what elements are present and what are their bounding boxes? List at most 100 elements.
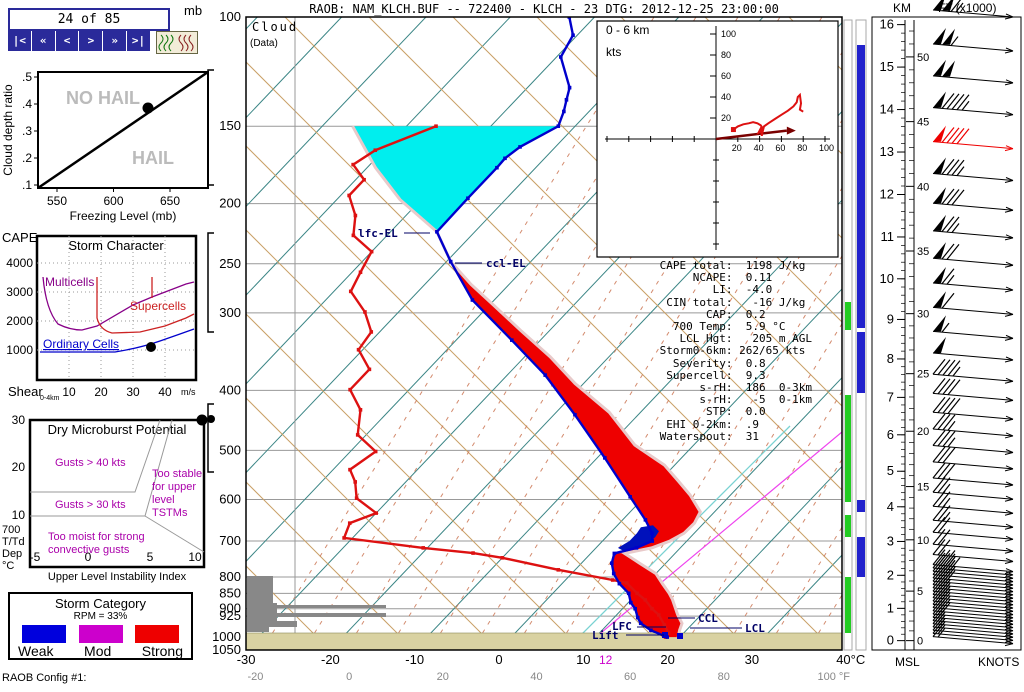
svg-text:60: 60 xyxy=(775,143,785,153)
first-record-button[interactable]: |< xyxy=(8,31,32,51)
svg-text:Cloud depth ratio: Cloud depth ratio xyxy=(1,84,15,176)
svg-text:0: 0 xyxy=(85,550,92,564)
supercell-curve xyxy=(96,277,195,334)
fast-forward-button[interactable]: » xyxy=(103,31,128,51)
rpm-value: RPM = 33% xyxy=(73,611,128,622)
mod-label: Mod xyxy=(84,643,112,659)
svg-text:LFC: LFC xyxy=(612,620,632,633)
animate-loop-icon[interactable] xyxy=(156,31,198,54)
ft-tick-label: 20 xyxy=(917,426,929,438)
svg-text:°C: °C xyxy=(2,560,14,572)
next-record-button[interactable]: > xyxy=(79,31,104,51)
multicell-curve xyxy=(42,276,195,331)
strong-swatch xyxy=(135,625,179,643)
microburst-point xyxy=(196,414,208,426)
svg-text:30: 30 xyxy=(12,413,26,427)
pressure-label: 900 xyxy=(219,601,241,616)
svg-text:.4: .4 xyxy=(22,97,32,111)
svg-text:.3: .3 xyxy=(22,124,32,138)
svg-text:(Data): (Data) xyxy=(250,38,278,49)
svg-text:10: 10 xyxy=(12,508,26,522)
surface-cape-region xyxy=(611,553,682,638)
pressure-label: 800 xyxy=(219,569,241,584)
temp-c-label: 0 xyxy=(495,652,502,667)
record-nav-buttons: |< « < > » >| xyxy=(8,31,150,51)
hail-data-point xyxy=(142,102,154,114)
svg-text:KNOTS: KNOTS xyxy=(978,655,1019,669)
storm-category-labels: Weak Mod Strong xyxy=(10,643,191,659)
svg-text:2000: 2000 xyxy=(6,314,33,328)
svg-text:30: 30 xyxy=(126,385,140,399)
indices-readout: CAPE total: 1198 J/kg NCAPE: 0.11 LI: -4… xyxy=(659,259,812,443)
storm-category-swatches xyxy=(10,622,191,643)
record-counter: 24 of 85 xyxy=(8,8,170,31)
storm-character-point xyxy=(146,342,156,352)
wind-barb xyxy=(932,462,1014,488)
temp-c-label: 40°C xyxy=(836,652,865,667)
svg-text:5: 5 xyxy=(147,550,154,564)
temp-c-label: 10 xyxy=(576,652,590,667)
svg-text:600: 600 xyxy=(103,194,123,208)
pressure-label: 250 xyxy=(219,256,241,271)
svg-text:650: 650 xyxy=(160,194,180,208)
wind-barb xyxy=(932,539,1014,564)
layer-bar-blue xyxy=(857,537,865,577)
svg-text:Dry Microburst Potential: Dry Microburst Potential xyxy=(48,422,187,437)
parcel-trace xyxy=(351,125,703,638)
ft-tick-label: 25 xyxy=(917,369,929,381)
svg-text:m/s: m/s xyxy=(181,387,196,397)
svg-text:550: 550 xyxy=(47,194,67,208)
ft-tick-label: 0 xyxy=(917,636,923,648)
pressure-label: 500 xyxy=(219,442,241,457)
fast-back-button[interactable]: « xyxy=(32,31,56,51)
svg-text:700: 700 xyxy=(2,524,20,536)
mixing-ratio-line xyxy=(579,431,842,650)
svg-text:.5: .5 xyxy=(22,70,32,84)
svg-text:mb: mb xyxy=(184,3,202,18)
svg-text:Cloud: Cloud xyxy=(252,20,298,34)
ft-tick-label: 50 xyxy=(917,52,929,64)
pressure-label: 150 xyxy=(219,118,241,133)
svg-text:KM: KM xyxy=(893,1,911,15)
no-hail-label: NO HAIL xyxy=(66,88,140,108)
svg-text:MSL: MSL xyxy=(895,655,920,669)
svg-text:60: 60 xyxy=(721,71,731,81)
svg-text:Upper Level Instability Index: Upper Level Instability Index xyxy=(48,571,187,583)
svg-text:0-4km: 0-4km xyxy=(40,395,60,400)
svg-text:Storm Character: Storm Character xyxy=(68,238,164,253)
wind-barb xyxy=(932,504,1014,530)
last-record-button[interactable]: >| xyxy=(131,34,146,47)
pressure-label: 200 xyxy=(219,196,241,211)
ordinary-cells-curve xyxy=(40,328,195,353)
microburst-chart: Dry Microburst Potential 30 20 10 700T/TdDep… xyxy=(2,413,208,583)
cape-region xyxy=(450,261,701,554)
ft-tick-label: 10 xyxy=(917,535,929,547)
svg-text:1000: 1000 xyxy=(6,343,33,357)
temperature-trace xyxy=(435,17,668,639)
pressure-label: 700 xyxy=(219,533,241,548)
pressure-label: 1050 xyxy=(212,642,241,657)
km-tick-label: 6 xyxy=(887,427,894,442)
prev-record-button[interactable]: < xyxy=(56,31,80,51)
ft-tick-label: 30 xyxy=(917,309,929,321)
cloud-cover-bar xyxy=(247,613,386,617)
gusts40-label: Gusts > 40 kts xyxy=(55,457,126,469)
layer-bar-green xyxy=(845,395,851,502)
layer-bracket xyxy=(207,403,214,473)
multicells-label: Multicells xyxy=(45,275,94,289)
svg-text:CAPE: CAPE xyxy=(2,230,38,245)
wind-barb xyxy=(932,396,1014,422)
ft-tick-label: 40 xyxy=(917,181,929,193)
pressure-label: 1000 xyxy=(212,629,241,644)
temp-f-label: 0 xyxy=(346,671,352,683)
cloud-cover-bar xyxy=(247,627,269,632)
ft-tick-label: 5 xyxy=(917,586,923,598)
wind-barb xyxy=(932,446,1014,472)
temp-c-label: -30 xyxy=(237,652,256,667)
ordinary-cells-label: Ordinary Cells xyxy=(43,337,119,351)
svg-text:Freezing Level (mb): Freezing Level (mb) xyxy=(70,209,177,223)
skewt-plot-area xyxy=(246,17,842,650)
wind-barb xyxy=(932,430,1014,455)
